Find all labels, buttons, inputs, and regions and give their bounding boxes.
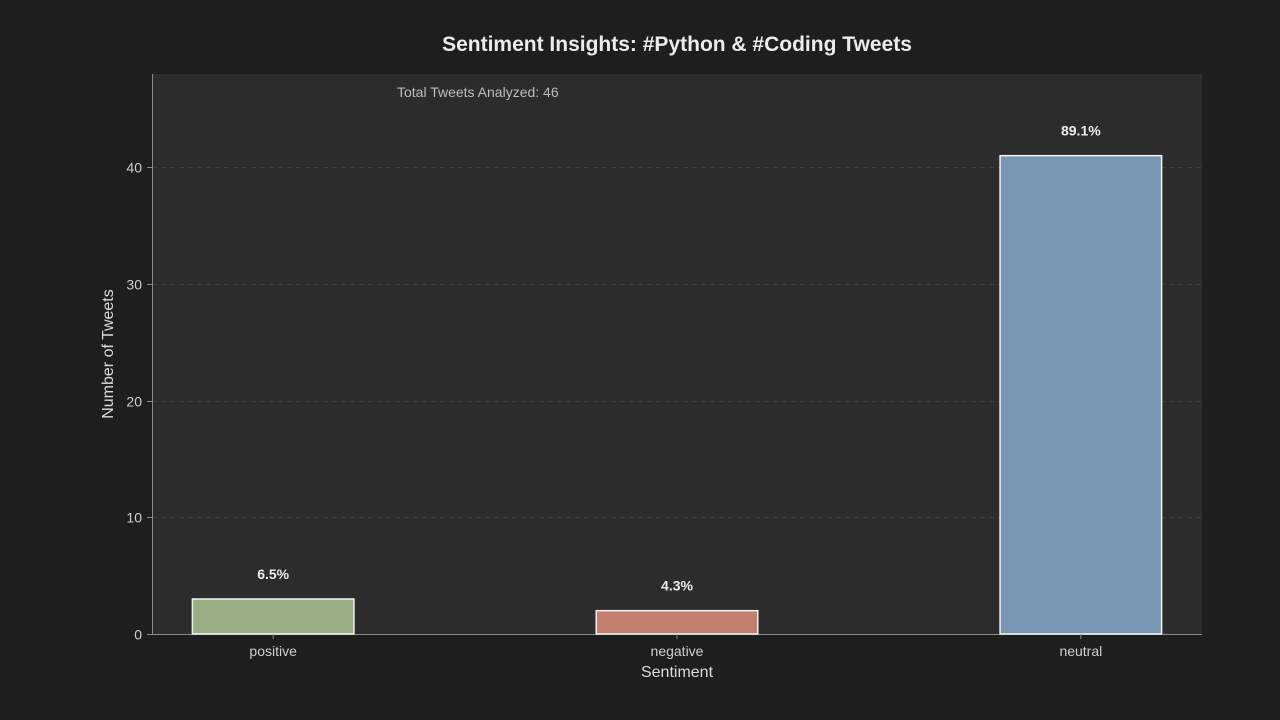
chart-title: Sentiment Insights: #Python & #Coding Tw…	[442, 33, 912, 56]
y-tick-label: 10	[126, 510, 142, 526]
y-axis-label: Number of Tweets	[100, 289, 117, 419]
ticks: 0 10 20 30 40 positive negative neutral	[126, 160, 1102, 660]
data-label-positive: 6.5%	[257, 566, 289, 582]
data-label-negative: 4.3%	[661, 578, 693, 594]
bar-neutral	[999, 154, 1163, 635]
y-tick-label: 40	[126, 160, 142, 176]
x-tick-label-neutral: neutral	[1059, 643, 1102, 659]
bars: 6.5% 4.3% 89.1%	[191, 123, 1163, 635]
x-tick-label-positive: positive	[249, 643, 297, 659]
x-tick-label-negative: negative	[651, 643, 704, 659]
x-axis-label: Sentiment	[641, 664, 714, 681]
total-tweets-annotation: Total Tweets Analyzed: 46	[397, 84, 559, 100]
data-label-neutral: 89.1%	[1061, 123, 1101, 139]
bar-negative	[595, 609, 759, 635]
y-tick-label: 30	[126, 277, 142, 293]
y-tick-label: 0	[134, 627, 142, 643]
bar-positive	[191, 598, 355, 635]
y-tick-label: 20	[126, 394, 142, 410]
